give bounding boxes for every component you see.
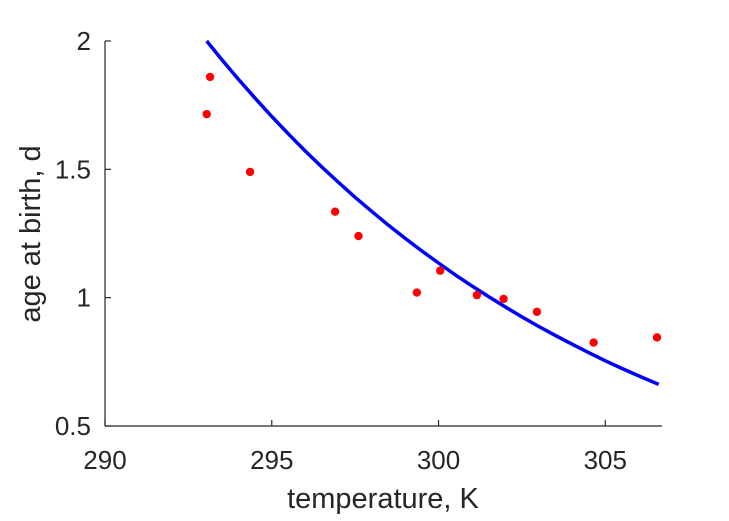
ticks: 290 295 300 305 0.5 1 1.5 2 xyxy=(55,26,627,475)
x-tick-label: 300 xyxy=(417,445,460,475)
y-tick-label: 0.5 xyxy=(55,411,91,441)
data-point xyxy=(652,333,662,342)
data-point xyxy=(532,307,542,316)
y-axis-label: age at birth, d xyxy=(15,145,47,322)
y-tick-label: 1 xyxy=(77,283,91,313)
y-tick-label: 1.5 xyxy=(55,154,91,184)
data-points xyxy=(202,72,662,347)
x-tick-label: 305 xyxy=(584,445,627,475)
data-point xyxy=(589,338,598,347)
data-point xyxy=(245,167,255,177)
data-point xyxy=(354,231,363,241)
data-point xyxy=(436,266,445,275)
data-point xyxy=(202,109,211,119)
data-point xyxy=(205,72,215,82)
series-line xyxy=(205,39,660,387)
x-tick-label: 290 xyxy=(83,445,126,475)
data-point xyxy=(499,294,508,304)
y-tick-label: 2 xyxy=(77,26,91,56)
data-point xyxy=(472,290,482,300)
data-point xyxy=(412,288,422,297)
x-axis-label: temperature, K xyxy=(287,483,479,515)
plot-area: 290 295 300 305 0.5 1 1.5 2 xyxy=(55,26,662,475)
data-point xyxy=(330,207,340,216)
x-tick-label: 295 xyxy=(250,445,293,475)
